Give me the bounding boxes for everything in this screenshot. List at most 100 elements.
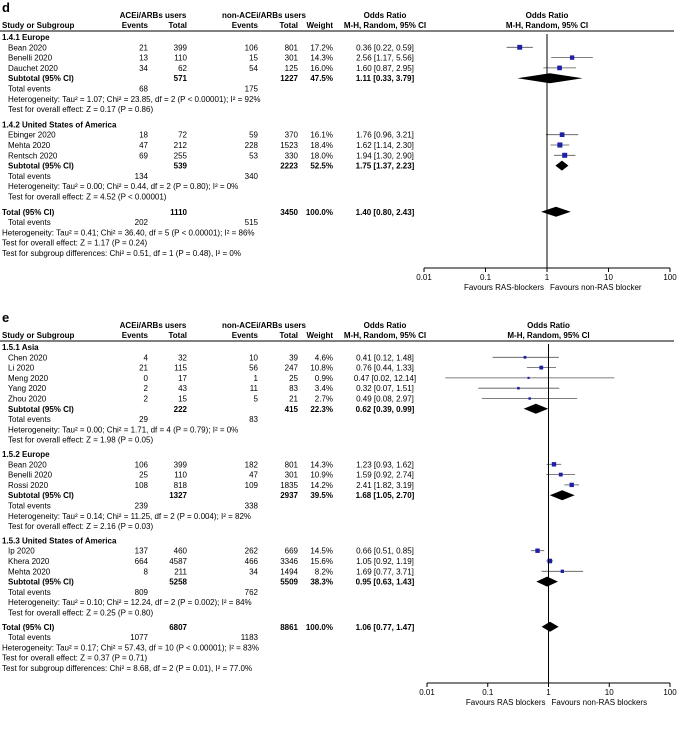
- panel-label-d: d: [2, 0, 10, 15]
- total-total-1: 1110: [170, 208, 187, 217]
- study-events-1: 0: [144, 374, 149, 383]
- study-weight: 18.4%: [310, 141, 333, 150]
- total-total-2: 3450: [280, 208, 298, 217]
- study-events-1: 47: [139, 141, 148, 150]
- total-or-text: 1.40 [0.80, 2.43]: [356, 208, 415, 217]
- overall-effect-text: Test for overall effect: Z = 0.17 (P = 0…: [8, 105, 153, 114]
- subtotal-weight: 47.5%: [310, 74, 333, 83]
- subtotal-total-1: 5258: [169, 578, 187, 587]
- subtotal-total-2: 5509: [280, 578, 298, 587]
- subtotal-label: Subtotal (95% CI): [8, 578, 74, 587]
- study-events-2: 182: [245, 460, 259, 469]
- total-events-1: 239: [135, 502, 149, 511]
- study-marker: [569, 55, 575, 60]
- subtotal-total-2: 2223: [280, 162, 298, 171]
- panel-label-e: e: [2, 310, 10, 325]
- study-name: Rossi 2020: [8, 481, 49, 490]
- total-events-label: Total events: [8, 172, 51, 181]
- study-total-2: 330: [285, 151, 299, 160]
- study-events-1: 4: [144, 353, 149, 362]
- favours-right-label: Favours non-RAS blockers: [552, 698, 648, 707]
- total-diamond: [541, 206, 571, 217]
- footer-text: Test for overall effect: Z = 1.17 (P = 0…: [2, 239, 147, 248]
- x-tick-label: 100: [663, 688, 677, 697]
- study-total-1: 62: [178, 64, 187, 73]
- study-total-1: 211: [174, 567, 187, 576]
- header-or-method-table: M-H, Random, 95% CI: [344, 21, 426, 30]
- study-or-text: 0.47 [0.02, 12.14]: [354, 374, 416, 383]
- study-weight: 16.0%: [310, 64, 333, 73]
- x-tick-label: 0.1: [480, 273, 492, 282]
- study-marker: [517, 44, 523, 50]
- footer-text: Test for subgroup differences: Chi² = 8.…: [2, 664, 252, 673]
- study-total-1: 110: [174, 54, 187, 63]
- total-total-1: 6807: [169, 623, 187, 632]
- subtotal-label: Subtotal (95% CI): [8, 74, 74, 83]
- heterogeneity-text: Heterogeneity: Tau² = 0.00; Chi² = 0.44,…: [8, 182, 238, 191]
- study-name: Dauchet 2020: [8, 64, 58, 73]
- study-total-2: 1523: [280, 141, 298, 150]
- study-weight: 10.9%: [310, 471, 333, 480]
- study-weight: 2.7%: [315, 395, 333, 404]
- study-total-2: 247: [285, 364, 299, 373]
- study-events-1: 21: [139, 364, 148, 373]
- study-name: Chen 2020: [8, 353, 48, 362]
- favours-left-label: Favours RAS-blockers: [464, 283, 544, 292]
- x-tick-label: 0.1: [482, 688, 494, 697]
- study-total-2: 125: [285, 64, 299, 73]
- header-or-title-table: Odds Ratio: [364, 12, 407, 20]
- total-diamond: [541, 621, 559, 632]
- study-events-1: 137: [135, 547, 149, 556]
- study-events-1: 18: [139, 131, 148, 140]
- subtotal-total-1: 539: [174, 162, 188, 171]
- study-weight: 17.2%: [310, 43, 333, 52]
- header-total-1: Total: [168, 331, 187, 340]
- x-tick-label: 10: [604, 273, 613, 282]
- subtotal-total-2: 1227: [280, 74, 298, 83]
- subgroup-title: 1.4.2 United States of America: [2, 120, 117, 129]
- study-total-2: 669: [285, 547, 299, 556]
- study-weight: 16.1%: [310, 131, 333, 140]
- study-or-text: 1.94 [1.30, 2.90]: [356, 151, 414, 160]
- subtotal-label: Subtotal (95% CI): [8, 491, 74, 500]
- study-total-2: 1494: [280, 567, 298, 576]
- overall-effect-text: Test for overall effect: Z = 0.25 (P = 0…: [8, 609, 153, 618]
- study-total-1: 399: [174, 460, 188, 469]
- study-events-1: 664: [135, 557, 149, 566]
- footer-text: Test for subgroup differences: Chi² = 0.…: [2, 249, 241, 258]
- study-or-text: 0.41 [0.12, 1.48]: [356, 353, 414, 362]
- study-name: Khera 2020: [8, 557, 50, 566]
- favours-right-label: Favours non-RAS blocker: [550, 283, 642, 292]
- x-tick-label: 100: [663, 273, 677, 282]
- study-marker: [558, 472, 563, 477]
- header-weight: Weight: [306, 21, 333, 30]
- subtotal-or-text: 0.95 [0.63, 1.43]: [356, 578, 415, 587]
- study-total-1: 212: [174, 141, 188, 150]
- study-name: Li 2020: [8, 364, 35, 373]
- overall-effect-text: Test for overall effect: Z = 2.16 (P = 0…: [8, 522, 153, 531]
- subtotal-total-2: 415: [285, 405, 299, 414]
- footer-text: Test for overall effect: Z = 0.37 (P = 0…: [2, 654, 147, 663]
- total-total-2: 8861: [280, 623, 298, 632]
- study-total-2: 83: [289, 384, 298, 393]
- study-events-2: 466: [245, 557, 259, 566]
- study-events-2: 11: [250, 384, 259, 393]
- heterogeneity-text: Heterogeneity: Tau² = 1.07; Chi² = 23.85…: [8, 95, 261, 104]
- study-marker: [551, 462, 557, 467]
- study-marker: [562, 152, 568, 158]
- x-tick-label: 1: [545, 273, 550, 282]
- subtotal-or-text: 1.75 [1.37, 2.23]: [356, 162, 415, 171]
- subtotal-diamond: [536, 576, 558, 587]
- subtotal-or-text: 0.62 [0.39, 0.99]: [356, 405, 415, 414]
- total-events-2: 340: [245, 172, 259, 181]
- study-weight: 14.5%: [310, 547, 333, 556]
- total-events-1: 134: [135, 172, 149, 181]
- study-total-2: 301: [285, 54, 299, 63]
- study-name: Meng 2020: [8, 374, 49, 383]
- total-weight: 100.0%: [306, 623, 333, 632]
- study-name: Bean 2020: [8, 460, 47, 469]
- study-marker: [557, 65, 562, 71]
- subtotal-weight: 38.3%: [310, 578, 333, 587]
- study-total-1: 43: [178, 384, 187, 393]
- study-events-1: 108: [135, 481, 149, 490]
